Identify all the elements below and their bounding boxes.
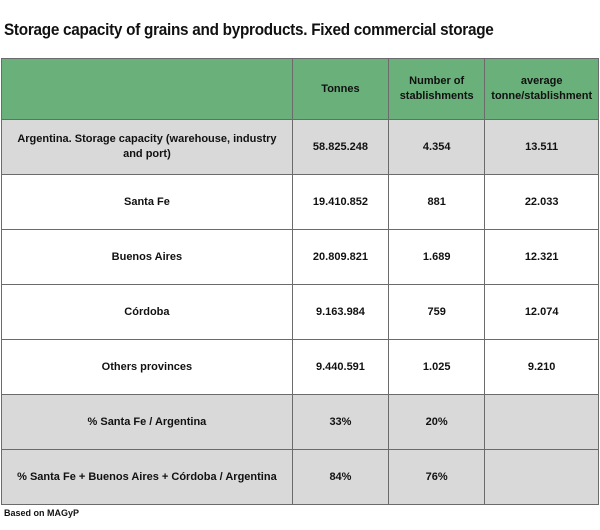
row-establishments: 4.354 bbox=[388, 119, 486, 175]
table-row: Argentina. Storage capacity (warehouse, … bbox=[1, 119, 599, 175]
row-establishments: 1.689 bbox=[388, 229, 486, 285]
row-label: % Santa Fe / Argentina bbox=[1, 394, 293, 450]
table-row: % Santa Fe + Buenos Aires + Córdoba / Ar… bbox=[1, 449, 599, 505]
header-cell-label bbox=[1, 58, 293, 120]
row-label: Córdoba bbox=[1, 284, 293, 340]
row-establishments: 20% bbox=[388, 394, 486, 450]
row-average: 12.321 bbox=[484, 229, 599, 285]
header-cell-establishments: Number of stablishments bbox=[388, 58, 486, 120]
row-average bbox=[484, 394, 599, 450]
row-tonnes: 19.410.852 bbox=[291, 174, 390, 230]
table-row: Córdoba 9.163.984 759 12.074 bbox=[1, 284, 599, 340]
table-row: Santa Fe 19.410.852 881 22.033 bbox=[1, 174, 599, 230]
table-row: Others provinces 9.440.591 1.025 9.210 bbox=[1, 339, 599, 395]
row-average bbox=[484, 449, 599, 505]
row-establishments: 1.025 bbox=[388, 339, 486, 395]
row-tonnes: 58.825.248 bbox=[291, 119, 390, 175]
row-establishments: 759 bbox=[388, 284, 486, 340]
row-tonnes: 20.809.821 bbox=[291, 229, 390, 285]
row-label: % Santa Fe + Buenos Aires + Córdoba / Ar… bbox=[1, 449, 293, 505]
row-label: Buenos Aires bbox=[1, 229, 293, 285]
row-tonnes: 33% bbox=[291, 394, 390, 450]
storage-table: Tonnes Number of stablishments average t… bbox=[1, 58, 599, 505]
row-average: 22.033 bbox=[484, 174, 599, 230]
row-tonnes: 9.440.591 bbox=[291, 339, 390, 395]
row-establishments: 76% bbox=[388, 449, 486, 505]
source-note: Based on MAGyP bbox=[4, 508, 80, 518]
header-cell-tonnes: Tonnes bbox=[291, 58, 390, 120]
row-tonnes: 9.163.984 bbox=[291, 284, 390, 340]
page-title: Storage capacity of grains and byproduct… bbox=[4, 20, 494, 39]
row-establishments: 881 bbox=[388, 174, 486, 230]
row-average: 13.511 bbox=[484, 119, 599, 175]
row-label: Argentina. Storage capacity (warehouse, … bbox=[1, 119, 293, 175]
table-header-row: Tonnes Number of stablishments average t… bbox=[1, 58, 599, 120]
row-tonnes: 84% bbox=[291, 449, 390, 505]
header-cell-average: average tonne/stablishment bbox=[484, 58, 599, 120]
table-row: % Santa Fe / Argentina 33% 20% bbox=[1, 394, 599, 450]
table-row: Buenos Aires 20.809.821 1.689 12.321 bbox=[1, 229, 599, 285]
row-average: 9.210 bbox=[484, 339, 599, 395]
row-label: Santa Fe bbox=[1, 174, 293, 230]
row-label: Others provinces bbox=[1, 339, 293, 395]
row-average: 12.074 bbox=[484, 284, 599, 340]
